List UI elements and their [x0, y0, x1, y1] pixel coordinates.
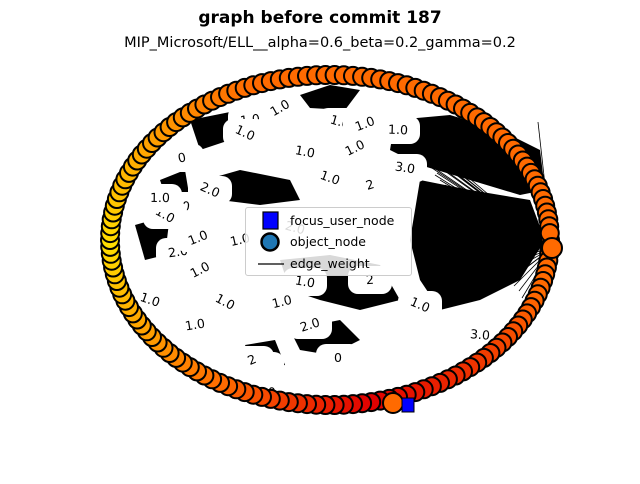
- edge-label-box: [203, 288, 247, 316]
- edge-label: 1.0: [178, 256, 222, 284]
- edge-label-box: [176, 224, 220, 252]
- edge-line: [418, 150, 553, 249]
- legend-label: edge_weight: [290, 256, 370, 271]
- edge-label-text: 1.0: [388, 122, 408, 138]
- edge-label-box: [260, 288, 304, 316]
- edge-label-text: 3.0: [469, 326, 490, 343]
- object-node-highlight: [541, 237, 563, 259]
- edge-label-text: 2.0: [298, 314, 322, 334]
- edge-label-text: 1.0: [138, 289, 162, 310]
- legend-label: object_node: [290, 234, 366, 249]
- edge-label: 0: [160, 144, 204, 172]
- edge-label-box: [283, 138, 327, 166]
- edge-label: 1.0: [398, 291, 442, 319]
- edge-label-box: [223, 119, 267, 147]
- edge-line: [402, 126, 553, 249]
- edge-label: 1.0: [283, 138, 327, 166]
- edge-label-box: [178, 256, 222, 284]
- edge-line: [405, 133, 553, 249]
- edge-label-text: 1.0: [270, 292, 293, 311]
- edge-label-text: 1.0: [186, 227, 210, 248]
- edge-label-box: [398, 291, 442, 319]
- chart-subtitle: MIP_Microsoft/ELL__alpha=0.6_beta=0.2_ga…: [124, 35, 516, 51]
- edge-line: [476, 232, 553, 249]
- focus-user-node-marker: [401, 397, 415, 413]
- edge-label: 1.0: [260, 288, 304, 316]
- edge-label-box: [230, 346, 274, 374]
- edge-line: [473, 225, 553, 249]
- legend-item-edge-weight: edge_weight: [246, 254, 411, 274]
- edge-label: 1.0: [333, 134, 377, 162]
- edge-label-box: [376, 116, 420, 144]
- edge-line: [426, 162, 553, 249]
- edge-label-text: 1.0: [150, 190, 170, 205]
- edge-label-box: [333, 134, 377, 162]
- edge-label-box: [288, 311, 332, 339]
- focus-user-node: [401, 397, 415, 413]
- edge-label: 3.0: [383, 154, 427, 182]
- edge-label: 1.0: [376, 116, 420, 144]
- edge-label-text: 1.0: [408, 294, 432, 316]
- edge-line: [399, 119, 553, 249]
- edge-label-box: [383, 154, 427, 182]
- edge-mass: [410, 180, 545, 310]
- edge-label: 1.0: [308, 164, 352, 192]
- edge-label: 2: [230, 346, 274, 374]
- edge-line: [471, 227, 553, 249]
- edge-label: 1.0: [203, 288, 247, 316]
- legend: focus_user_node object_node edge_weight: [245, 207, 412, 276]
- chart-title: graph before commit 187: [198, 8, 442, 28]
- edge-label: 1.0: [138, 184, 182, 212]
- blue-square-icon: [262, 211, 279, 230]
- edge-label-box: [188, 176, 232, 204]
- object-node-highlight: [382, 392, 404, 414]
- edge-line: [442, 186, 553, 249]
- edge-line: [455, 203, 553, 249]
- edge-line: [468, 220, 553, 249]
- node-ring: [100, 65, 563, 415]
- edge-label-box: [348, 171, 392, 199]
- edge-label-text: 1.0: [294, 272, 316, 290]
- edge-label-text: 1.0: [184, 316, 206, 334]
- edge-line: [434, 174, 553, 249]
- legend-item-object-node: object_node: [246, 232, 411, 252]
- edge-label: 1.0: [223, 119, 267, 147]
- edge-label: 1.0: [173, 311, 217, 339]
- edge-label: 0: [316, 344, 360, 372]
- edge-label: 2.0: [288, 311, 332, 339]
- edge-label-box: [138, 184, 182, 212]
- edge-label: 2: [348, 171, 392, 199]
- edge-label-text: 3.0: [394, 159, 416, 177]
- line-icon: [258, 263, 284, 265]
- edge-label-box: [308, 164, 352, 192]
- edge-label-box: [160, 144, 204, 172]
- legend-item-focus-user-node: focus_user_node: [246, 211, 411, 231]
- edge-label-text: 2: [365, 272, 374, 288]
- edge-label-box: [316, 344, 360, 372]
- edge-label: 2.0: [188, 176, 232, 204]
- edge-label-text: 1.0: [294, 142, 316, 161]
- edge-mass: [300, 85, 360, 110]
- edge-label-text: 1.0: [318, 167, 342, 188]
- edge-label-text: 2.0: [198, 179, 222, 201]
- edge-line: [463, 215, 553, 249]
- legend-label: focus_user_node: [290, 213, 395, 228]
- edge-label-text: 0: [176, 149, 187, 165]
- edge-label-box: [173, 311, 217, 339]
- circle-icon: [260, 232, 280, 252]
- edge-label: 1.0: [176, 224, 220, 252]
- edge-label-text: 1.0: [353, 113, 377, 134]
- edge-label-text: 2: [364, 176, 376, 193]
- edge-label-text: 0: [334, 350, 342, 365]
- edge-line: [460, 208, 553, 249]
